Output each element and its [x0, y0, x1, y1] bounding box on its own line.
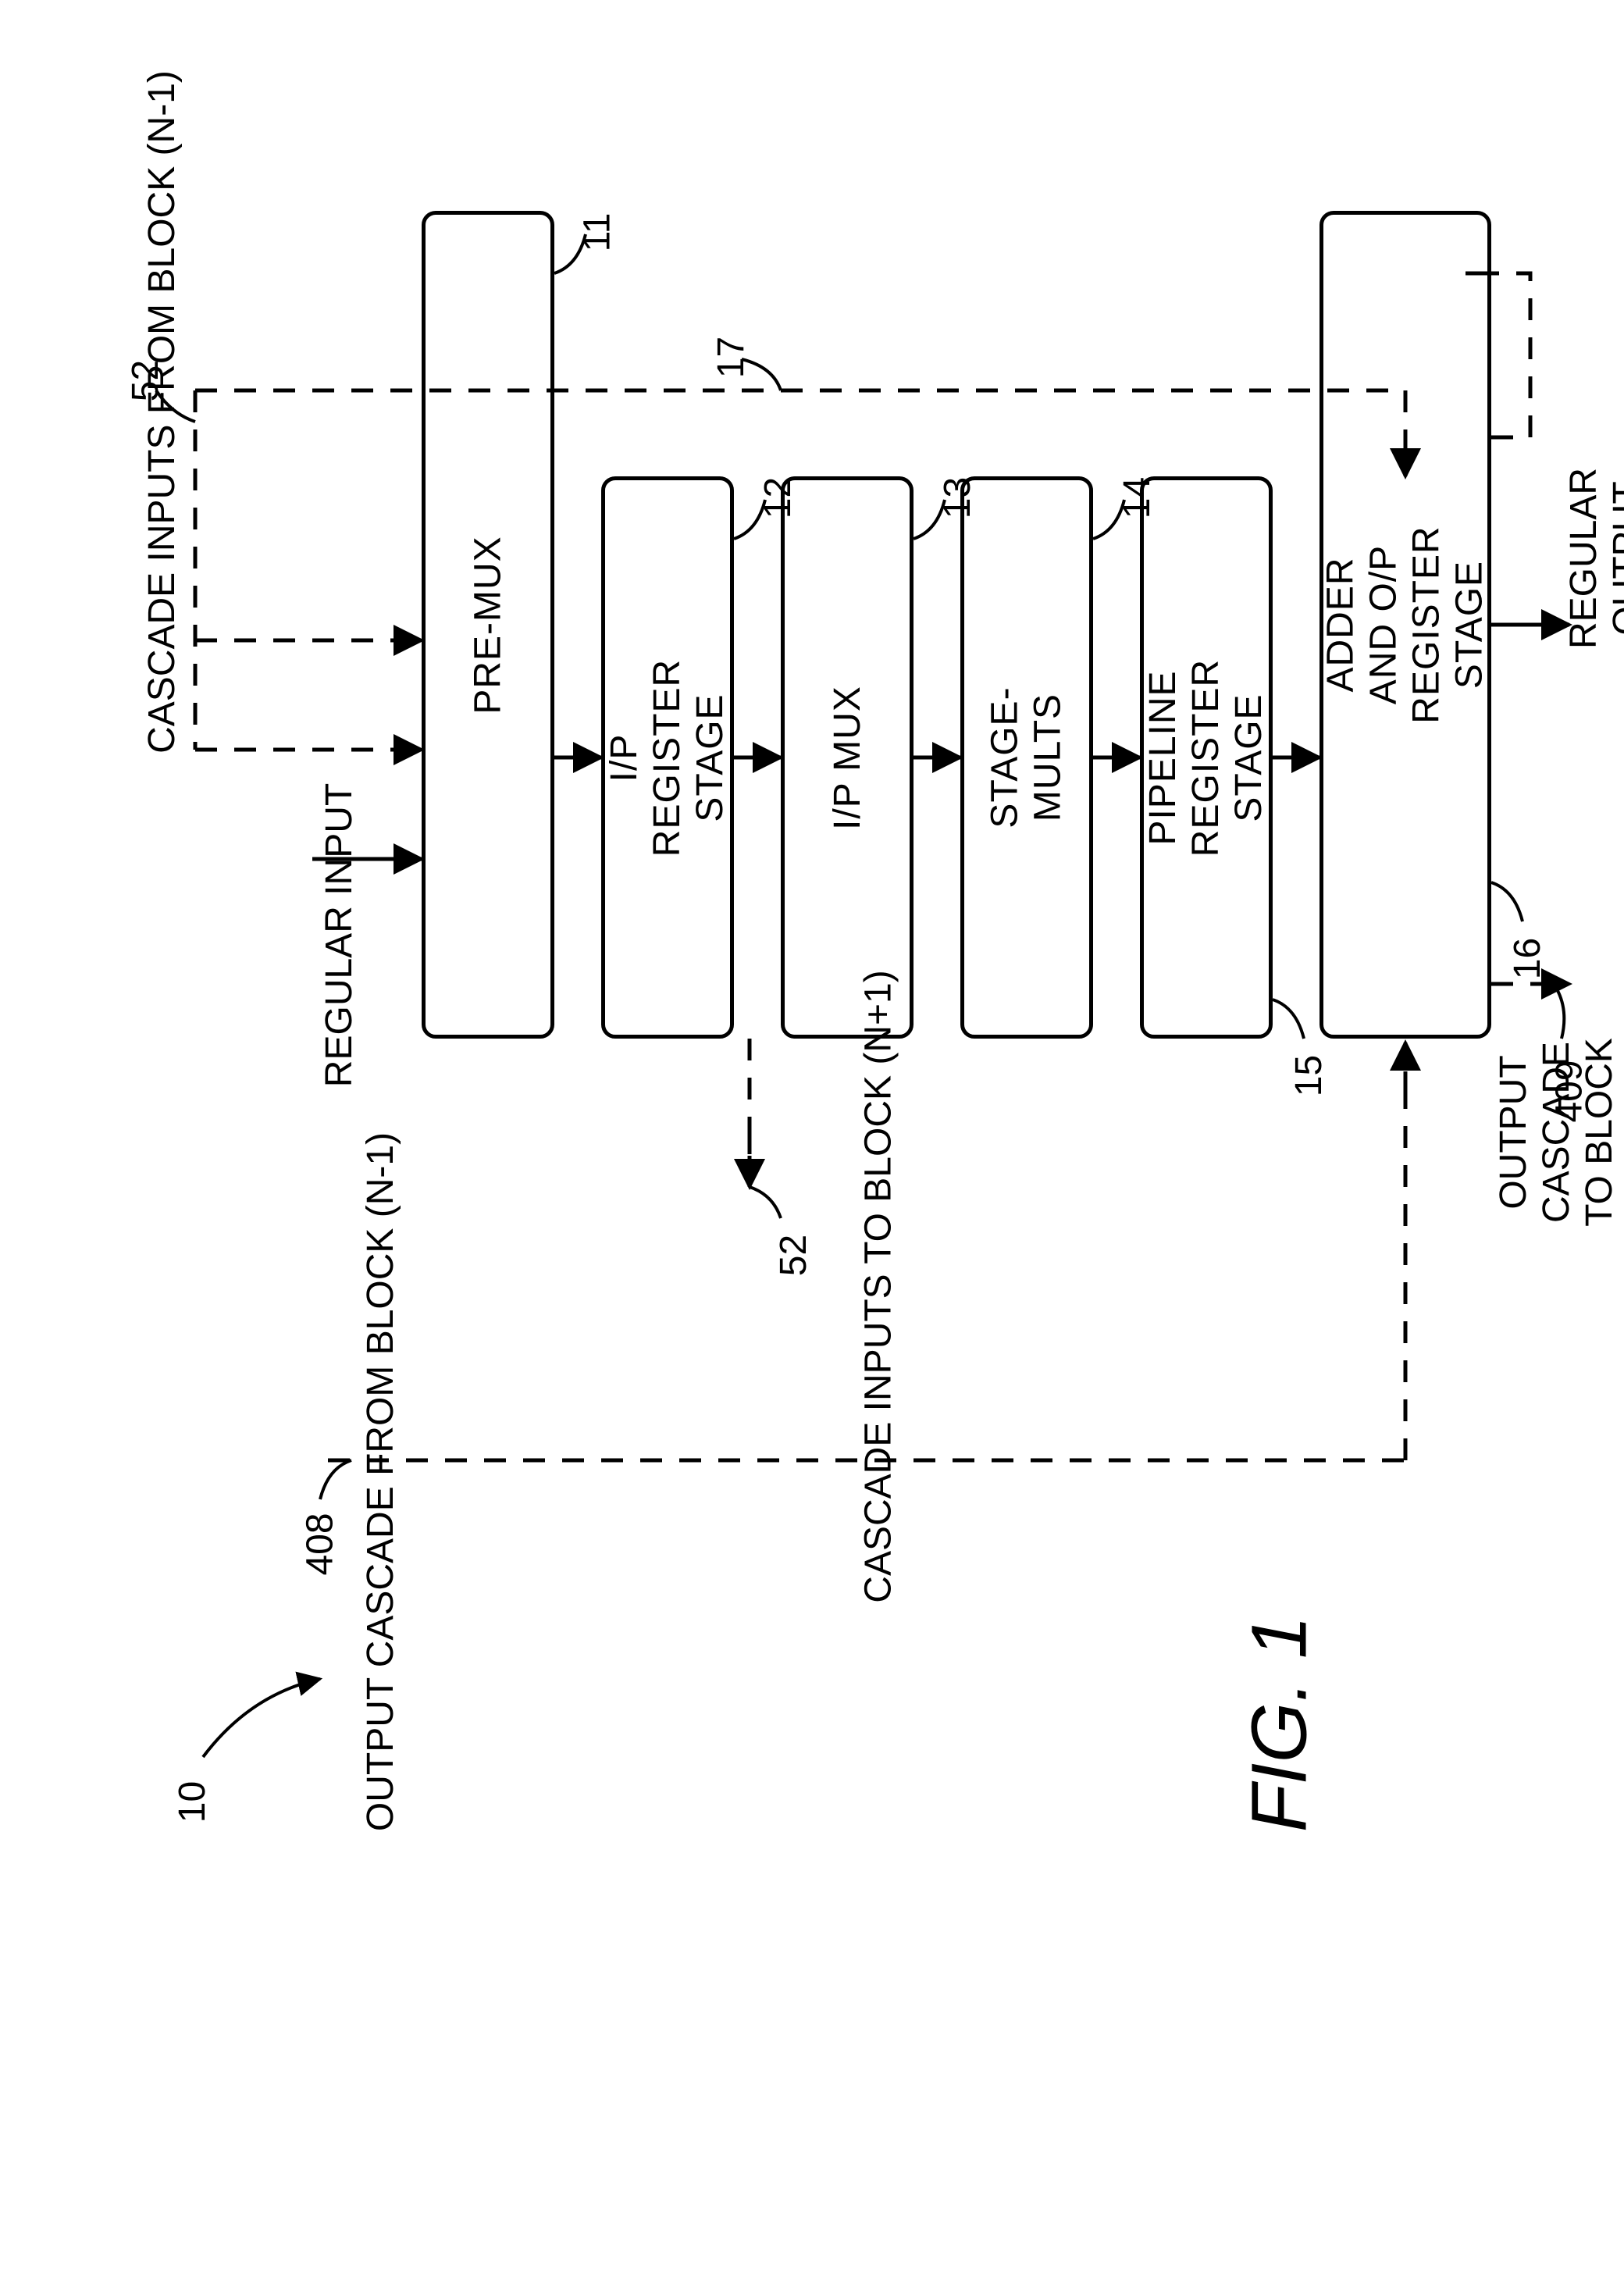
label-regular-output: REGULAR OUTPUT	[1562, 468, 1624, 649]
ref-408: 408	[299, 1513, 342, 1575]
ref-17: 17	[710, 337, 753, 378]
block-premux-label: PRE-MUX	[467, 536, 510, 714]
ref-10: 10	[171, 1781, 214, 1823]
block-ipreg-label: I/P REGISTER STAGE	[604, 658, 732, 856]
ref-12: 12	[757, 477, 800, 519]
ref-52-top: 52	[124, 360, 167, 401]
block-adder-label: ADDER AND O/P REGISTER STAGE	[1320, 526, 1491, 723]
block-mults-label: STAGE- MULTS	[984, 686, 1070, 828]
block-premux: PRE-MUX	[422, 211, 554, 1039]
block-ipreg: I/P REGISTER STAGE	[601, 476, 734, 1039]
block-pipereg: PIPELINE REGISTER STAGE	[1140, 476, 1273, 1039]
label-cascade-in-bottom: CASCADE INPUTS TO BLOCK (N+1)	[857, 970, 900, 1602]
block-mults: STAGE- MULTS	[960, 476, 1093, 1039]
ref-14: 14	[1116, 477, 1159, 519]
block-ipmux: I/P MUX	[781, 476, 914, 1039]
block-ipmux-label: I/P MUX	[826, 686, 869, 830]
diagram-canvas: PRE-MUX I/P REGISTER STAGE I/P MUX STAGE…	[0, 0, 1624, 2281]
ref-15: 15	[1287, 1055, 1330, 1096]
label-cascade-in-top: CASCADE INPUTS FROM BLOCK (N-1)	[141, 70, 183, 754]
ref-16: 16	[1506, 938, 1549, 979]
ref-409: 409	[1548, 1060, 1591, 1122]
block-adder: ADDER AND O/P REGISTER STAGE	[1320, 211, 1491, 1039]
label-regular-input: REGULAR INPUT	[318, 783, 361, 1087]
figure-label: FIG. 1	[1234, 1616, 1324, 1833]
label-out-cascade-from: OUTPUT CASCADE FROM BLOCK (N-1)	[359, 1132, 402, 1831]
ref-11: 11	[575, 213, 618, 252]
block-pipereg-label: PIPELINE REGISTER STAGE	[1142, 658, 1271, 856]
ref-52-bottom: 52	[772, 1235, 815, 1276]
ref-13: 13	[936, 477, 979, 519]
